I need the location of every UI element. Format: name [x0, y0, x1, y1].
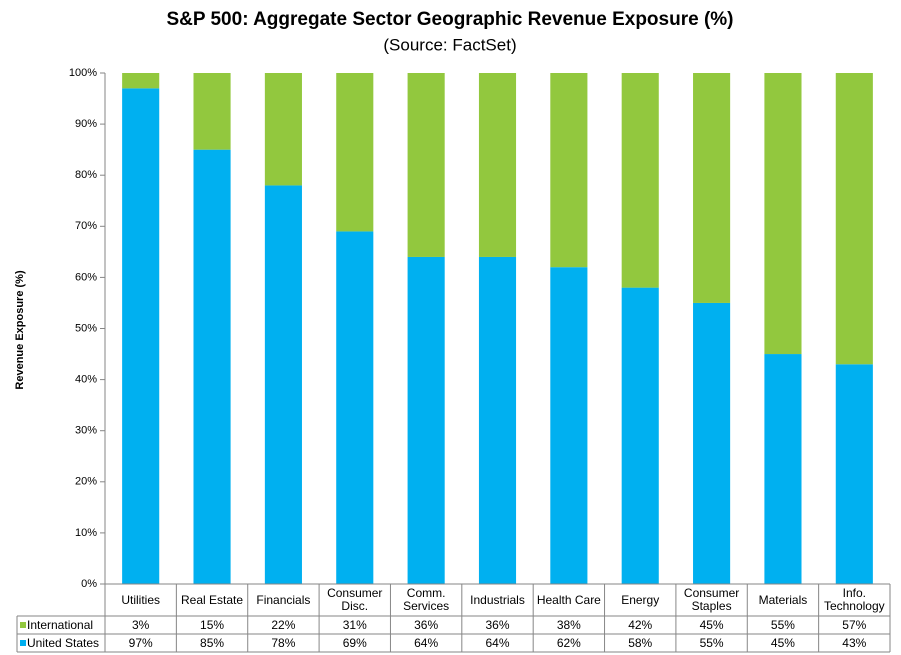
- x-tick-label: Health Care: [536, 592, 601, 607]
- x-tick-label: Financials: [256, 592, 311, 607]
- table-value: 78%: [271, 635, 296, 650]
- bar-segment: [835, 73, 873, 365]
- bar-segment: [122, 88, 160, 584]
- x-tick-label: Utilities: [121, 592, 161, 607]
- bar-segment: [264, 185, 302, 585]
- y-tick-label: 50%: [75, 322, 97, 334]
- y-tick-label: 100%: [69, 67, 97, 79]
- bar-segment: [764, 73, 802, 355]
- table-value: 45%: [699, 617, 724, 632]
- x-tick-label: Real Estate: [181, 592, 244, 607]
- bar-segment: [478, 256, 517, 584]
- bar-segment: [478, 73, 517, 257]
- bar-segment: [336, 73, 374, 232]
- bar-segment: [621, 287, 659, 584]
- x-tick-label: Consumer Staples: [683, 586, 740, 613]
- y-tick-label: 70%: [75, 220, 97, 232]
- bar-segment: [193, 73, 231, 150]
- y-tick-label: 20%: [75, 476, 97, 488]
- table-value: 58%: [628, 635, 653, 650]
- table-value: 3%: [132, 617, 150, 632]
- bar-segment: [407, 256, 445, 584]
- table-value: 45%: [770, 635, 795, 650]
- table-value: 22%: [271, 617, 296, 632]
- bar-segment: [693, 302, 731, 584]
- bar-segment: [764, 354, 802, 584]
- bar-segment: [835, 364, 873, 584]
- y-tick-label: 0%: [81, 578, 97, 590]
- table-value: 15%: [200, 617, 225, 632]
- x-tick-label: Materials: [758, 592, 808, 607]
- bar-segment: [550, 73, 588, 268]
- chart-title: S&P 500: Aggregate Sector Geographic Rev…: [166, 9, 733, 30]
- chart-subtitle: (Source: FactSet): [383, 35, 516, 54]
- table-value: 36%: [485, 617, 510, 632]
- y-axis-label: Revenue Exposure (%): [14, 270, 26, 390]
- y-tick-label: 60%: [75, 271, 97, 283]
- y-tick-label: 30%: [75, 425, 97, 437]
- legend-swatch: [20, 622, 26, 628]
- bar-segment: [122, 73, 160, 89]
- y-tick-label: 90%: [75, 118, 97, 130]
- table-value: 55%: [770, 617, 795, 632]
- table-value: 64%: [414, 635, 439, 650]
- x-tick-label: Industrials: [470, 592, 525, 607]
- table-value: 57%: [842, 617, 867, 632]
- legend-label: United States: [27, 635, 100, 650]
- legend-label: International: [27, 617, 94, 632]
- table-value: 97%: [128, 635, 153, 650]
- table-value: 43%: [842, 635, 867, 650]
- table-value: 38%: [556, 617, 581, 632]
- x-tick-label: Comm. Services: [403, 586, 450, 613]
- bar-segment: [193, 149, 231, 584]
- bar-segment: [621, 73, 659, 288]
- legend-swatch: [20, 640, 26, 646]
- table-value: 64%: [485, 635, 510, 650]
- y-tick-label: 40%: [75, 374, 97, 386]
- table-value: 31%: [342, 617, 367, 632]
- bar-segment: [264, 73, 302, 186]
- table-value: 85%: [200, 635, 225, 650]
- bar-segment: [693, 73, 731, 303]
- x-tick-label: Consumer Disc.: [327, 586, 383, 613]
- table-value: 36%: [414, 617, 439, 632]
- table-value: 55%: [699, 635, 724, 650]
- bar-segment: [550, 267, 588, 584]
- table-value: 62%: [556, 635, 581, 650]
- y-tick-label: 10%: [75, 527, 97, 539]
- x-tick-label: Info. Technology: [823, 586, 885, 613]
- bar-segment: [407, 73, 445, 257]
- bar-segment: [336, 231, 374, 584]
- table-value: 69%: [342, 635, 367, 650]
- y-tick-label: 80%: [75, 169, 97, 181]
- x-tick-label: Energy: [621, 592, 660, 607]
- table-value: 42%: [628, 617, 653, 632]
